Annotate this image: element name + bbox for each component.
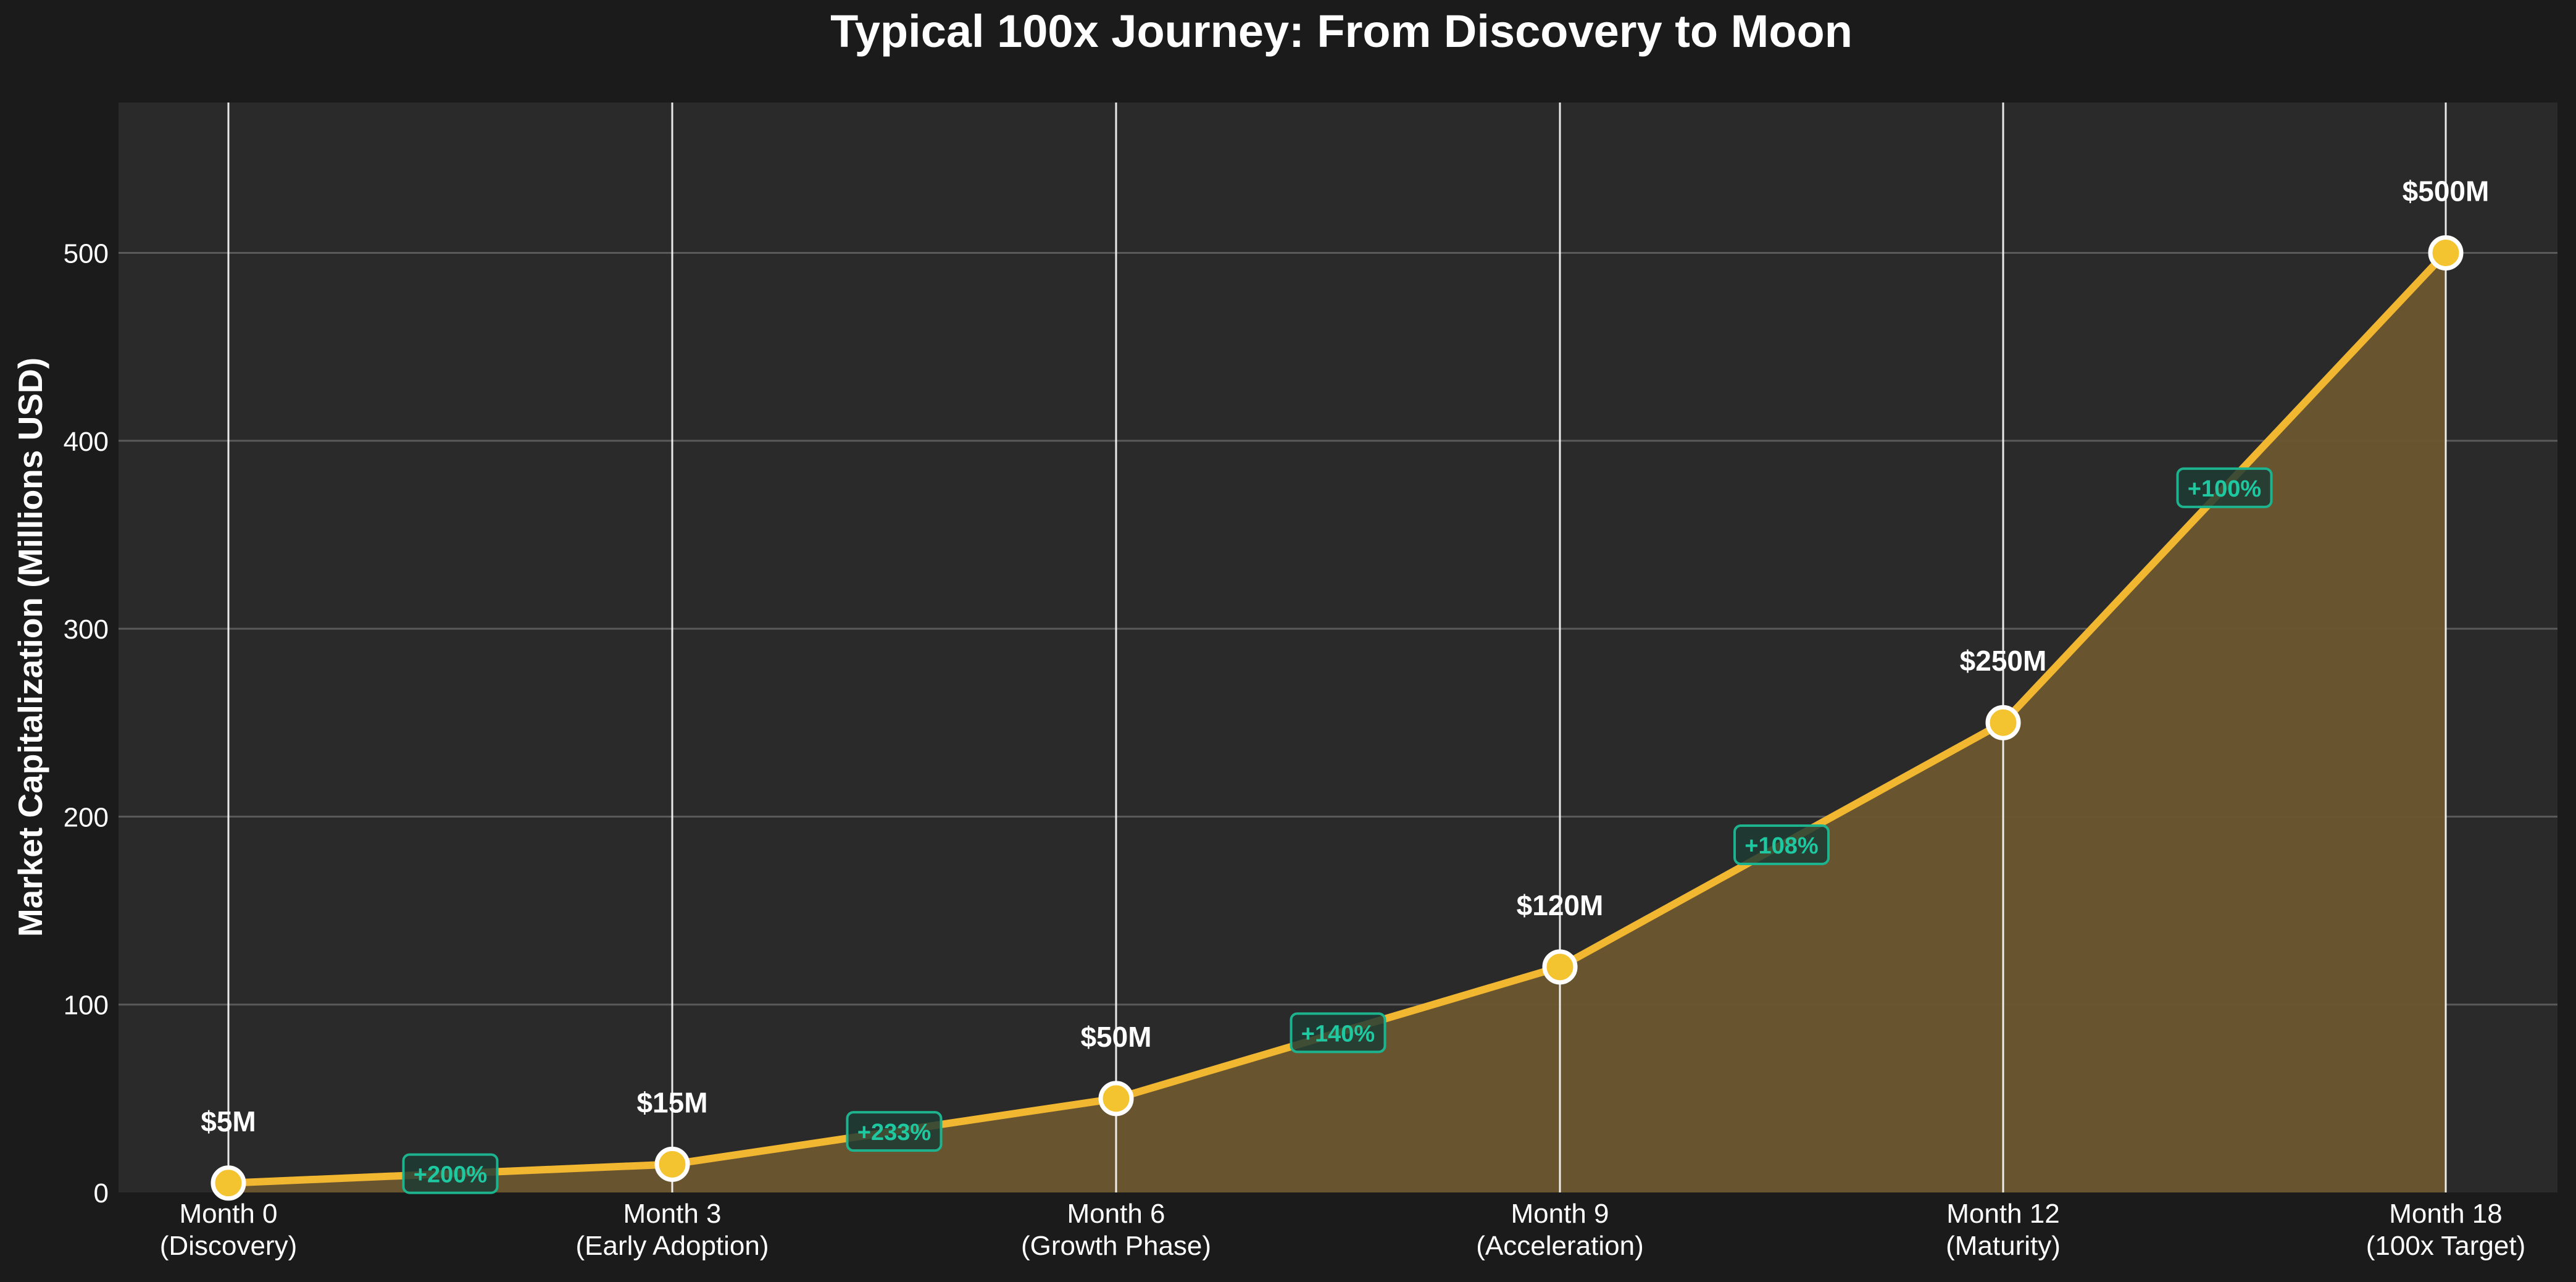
x-tick-label: Month 18 (100x Target)	[2366, 1199, 2525, 1261]
category-vertical-lines	[227, 103, 2447, 1192]
growth-label-text: +200%	[414, 1162, 487, 1188]
x-tick-label: Month 0 (Discovery)	[160, 1199, 297, 1261]
growth-label-box	[1733, 824, 1830, 866]
x-tick-label: Month 6 (Growth Phase)	[1021, 1199, 1211, 1261]
marker-layer	[210, 235, 2464, 1201]
area-fill-layer	[228, 253, 2446, 1193]
growth-label: +140%	[1290, 1012, 1386, 1054]
x-tick-label: Month 12 (Maturity)	[1946, 1199, 2061, 1261]
growth-label-box	[402, 1153, 499, 1194]
x-tick-label-line2: (Acceleration)	[1476, 1231, 1643, 1261]
x-tick-label-line1: Month 0	[180, 1199, 278, 1229]
chart-title: Typical 100x Journey: From Discovery to …	[830, 6, 1853, 57]
growth-label: +108%	[1733, 824, 1830, 866]
x-tick-label-line1: Month 12	[1946, 1199, 2059, 1229]
growth-label-text: +233%	[857, 1120, 931, 1146]
growth-label: +100%	[2176, 467, 2273, 508]
x-tick-label-line1: Month 9	[1511, 1199, 1609, 1229]
data-point-marker	[1098, 1081, 1134, 1117]
growth-label-text: +100%	[2188, 476, 2261, 502]
data-value-label: $50M	[1080, 1021, 1151, 1053]
y-tick-label: 100	[64, 991, 109, 1021]
growth-label-box	[846, 1111, 943, 1152]
y-axis-label: Market Capitalization (Millions USD)	[11, 358, 49, 937]
data-value-label: $15M	[636, 1086, 707, 1118]
x-tick-label-line2: (Discovery)	[160, 1231, 297, 1261]
data-value-label: $500M	[2403, 175, 2490, 207]
x-tick-label-line2: (Growth Phase)	[1021, 1231, 1211, 1261]
data-point-marker	[1542, 949, 1578, 985]
growth-label: +200%	[402, 1153, 499, 1194]
y-tick-label: 0	[94, 1178, 109, 1209]
data-point-marker	[210, 1165, 246, 1201]
data-value-label: $120M	[1517, 889, 1604, 921]
area-fill	[228, 253, 2446, 1193]
y-tick-label: 200	[64, 802, 109, 832]
growth-label-layer: +200% +233% +140% +108% +100%	[402, 467, 2273, 1194]
x-tick-label-line1: Month 6	[1067, 1199, 1165, 1229]
y-tick-label: 500	[64, 238, 109, 269]
data-value-label: $250M	[1960, 645, 2047, 677]
data-point-marker	[1985, 705, 2021, 740]
value-label-layer: $5M $15M $50M $120M $250M $500M	[201, 175, 2489, 1137]
x-tick-label-line1: Month 18	[2389, 1199, 2502, 1229]
growth-label-text: +140%	[1301, 1021, 1375, 1047]
x-tick-label-line2: (Maturity)	[1946, 1231, 2061, 1261]
data-value-label: $5M	[201, 1105, 256, 1137]
x-tick-label-line1: Month 3	[623, 1199, 722, 1229]
growth-label: +233%	[846, 1111, 943, 1152]
y-tick-label: 400	[64, 427, 109, 457]
x-tick-label: Month 9 (Acceleration)	[1476, 1199, 1643, 1261]
data-point-marker	[2428, 235, 2464, 270]
x-tick-label-line2: (Early Adoption)	[575, 1231, 769, 1261]
growth-label-box	[2176, 467, 2273, 508]
growth-label-text: +108%	[1744, 833, 1818, 859]
x-tick-label-line2: (100x Target)	[2366, 1231, 2525, 1261]
x-tick-label: Month 3 (Early Adoption)	[575, 1199, 769, 1261]
growth-label-box	[1290, 1012, 1386, 1054]
y-tick-label: 300	[64, 614, 109, 645]
data-point-marker	[654, 1146, 690, 1182]
